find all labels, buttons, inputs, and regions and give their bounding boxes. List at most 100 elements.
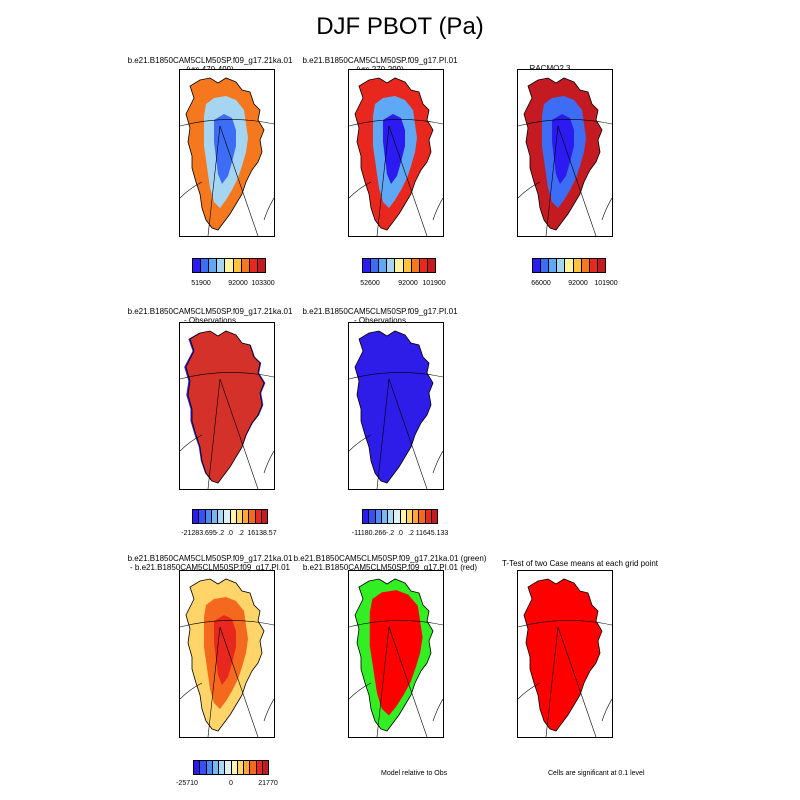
colorbar-6-label-mid: 0 [229, 780, 233, 787]
graticule-line [388, 626, 428, 737]
colorbar-swatch [199, 510, 206, 523]
colorbar-swatch [212, 761, 219, 774]
figure-title: DJF PBOT (Pa) [316, 13, 484, 40]
colorbar-6-label-min: -25710 [176, 780, 198, 787]
colorbar-swatch [413, 510, 420, 523]
graticule-line [601, 197, 612, 221]
map-panel-4 [179, 322, 275, 490]
colorbar-swatch [394, 510, 401, 523]
colorbar-swatch [231, 761, 238, 774]
map-panel-7 [348, 570, 444, 738]
colorbar-5-label-max: 11645.133 [415, 530, 449, 537]
graticule-line [432, 197, 443, 221]
map-panel-3 [517, 69, 613, 237]
coastline [185, 330, 265, 484]
colorbar-swatch [381, 510, 388, 523]
panel-8-title: T-Test of two Case means at each grid po… [480, 559, 680, 568]
colorbar-swatch [230, 510, 237, 523]
graticule-line [219, 378, 259, 489]
map-panel-3-svg [518, 77, 612, 236]
panel-3-title-line1: RACMO2.3 [480, 64, 620, 73]
colorbar-2 [362, 258, 436, 273]
graticule-line [219, 125, 259, 236]
colorbar-swatch [218, 510, 225, 523]
graticule-line [180, 372, 274, 380]
colorbar-swatch [241, 259, 250, 272]
colorbar-swatch [557, 259, 566, 272]
graticule-line [219, 626, 259, 737]
colorbar-1 [192, 258, 266, 273]
panel-4-title-line1: b.e21.B1850CAM5CLM50SP.f09_g17.21ka.01 [127, 307, 293, 316]
colorbar-swatch [236, 510, 243, 523]
map-panel-5-svg [349, 330, 443, 489]
colorbar-swatch [431, 510, 437, 523]
colorbar-swatch [250, 761, 257, 774]
graticule-line [518, 119, 612, 127]
colorbar-swatch [565, 259, 574, 272]
colorbar-swatch [387, 259, 396, 272]
map-panel-6 [179, 570, 275, 738]
colorbar-2-label-max: 101900 [422, 280, 446, 287]
coastline [354, 77, 434, 231]
colorbar-swatch [541, 259, 550, 272]
colorbar-2-label-mid: 92000 [398, 280, 418, 287]
graticule-line [349, 372, 443, 380]
graticule-line [432, 698, 443, 722]
colorbar-6 [193, 760, 269, 775]
colorbar-5-label-a: -.2 [385, 530, 395, 537]
map-panel-8-svg [518, 578, 612, 737]
colorbar-4-label-max: 16138.57 [247, 530, 277, 537]
graticule-line [557, 626, 597, 737]
map-panel-5 [348, 322, 444, 490]
graticule-line [180, 181, 203, 199]
panel-7-title: b.e21.B1850CAM5CLM50SP.f09_g17.21ka.01 (… [290, 554, 490, 572]
colorbar-swatch [403, 259, 412, 272]
coastline [523, 77, 603, 231]
colorbar-5-label-b: .0 [397, 530, 403, 537]
map-panel-1 [179, 69, 275, 237]
colorbar-swatch [363, 259, 372, 272]
colorbar-swatch [200, 761, 207, 774]
colorbar-4 [192, 509, 268, 524]
graticule-line [349, 181, 372, 199]
graticule-line [349, 620, 443, 628]
map-panel-4-svg [180, 330, 274, 489]
graticule-line [263, 698, 274, 722]
colorbar-swatch [363, 510, 370, 523]
colorbar-4-label-c: .2 [238, 530, 244, 537]
colorbar-swatch [427, 259, 435, 272]
colorbar-swatch [573, 259, 582, 272]
colorbar-swatch [371, 259, 380, 272]
colorbar-swatch [225, 259, 234, 272]
colorbar-1-label-max: 103300 [251, 280, 275, 287]
graticule-line [263, 197, 274, 221]
colorbar-swatch [411, 259, 420, 272]
colorbar-swatch [217, 259, 226, 272]
colorbar-4-label-a: -.2 [215, 530, 225, 537]
colorbar-swatch [225, 761, 232, 774]
panel-4-title-line2: - Observations [183, 316, 237, 325]
colorbar-swatch [243, 510, 250, 523]
graticule-line [180, 682, 203, 700]
colorbar-3-label-min: 66000 [531, 280, 551, 287]
colorbar-3-label-mid: 92000 [568, 280, 588, 287]
colorbar-swatch [193, 259, 202, 272]
colorbar-swatch [219, 761, 226, 774]
graticule-line [349, 682, 372, 700]
note-significance: Cells are significant at 0.1 level [548, 770, 645, 777]
map-panel-1-svg [180, 77, 274, 236]
colorbar-swatch [193, 510, 200, 523]
graticule-line [518, 682, 541, 700]
graticule-line [349, 434, 372, 452]
coastline [354, 578, 434, 732]
colorbar-swatch [262, 761, 268, 774]
colorbar-swatch [261, 510, 267, 523]
panel-6-title-line1: b.e21.B1850CAM5CLM50SP.f09_g17.21ka.01 [127, 554, 293, 563]
colorbar-swatch [244, 761, 251, 774]
colorbar-swatch [369, 510, 376, 523]
graticule-line [388, 378, 428, 489]
colorbar-4-label-b: .0 [227, 530, 233, 537]
graticule-line [545, 125, 559, 236]
graticule-line [376, 378, 390, 489]
colorbar-swatch [533, 259, 542, 272]
